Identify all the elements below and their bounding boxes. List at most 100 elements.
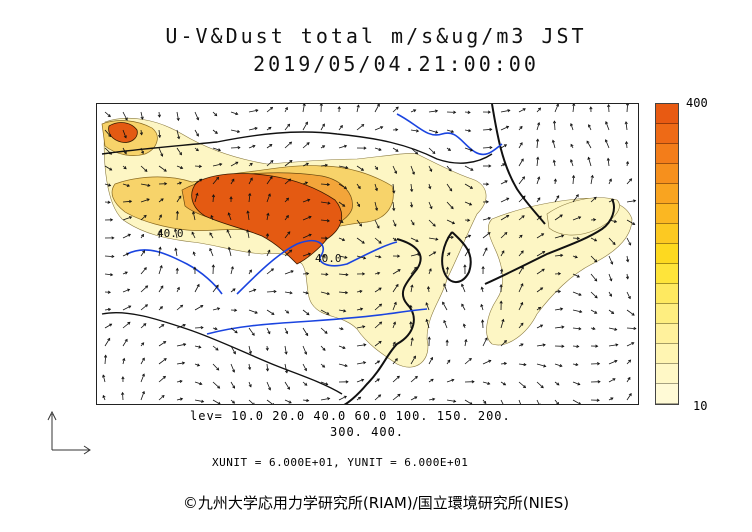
- wind-arrow-head: [374, 188, 378, 192]
- wind-arrow-head: [108, 151, 113, 155]
- wind-arrow-head: [631, 342, 635, 346]
- wind-arrow: [122, 234, 131, 239]
- wind-arrow-head: [345, 290, 349, 295]
- wind-arrow-head: [302, 104, 306, 107]
- wind-arrow: [518, 250, 524, 257]
- wind-arrow: [608, 378, 616, 383]
- wind-arrow-head: [306, 312, 310, 316]
- wind-arrow-head: [337, 106, 341, 110]
- wind-arrow-head: [379, 303, 383, 307]
- wind-arrow-head: [502, 404, 504, 405]
- wind-arrow-head: [192, 211, 196, 215]
- wind-arrow: [140, 147, 144, 154]
- wind-arrow-head: [520, 322, 524, 326]
- wind-arrow-head: [469, 401, 473, 404]
- wind-arrow: [140, 323, 147, 329]
- wind-arrow-head: [489, 145, 493, 150]
- wind-arrow: [500, 319, 504, 329]
- wind-arrow-head: [288, 178, 292, 182]
- wind-arrow: [320, 201, 330, 204]
- wind-arrow-head: [248, 384, 252, 388]
- wind-arrow-head: [503, 144, 508, 148]
- wind-arrow-head: [633, 326, 637, 331]
- wind-arrow: [572, 309, 582, 313]
- wind-arrow-head: [443, 319, 447, 324]
- wind-arrow-head: [111, 254, 115, 259]
- colorbar-min-label: 10: [693, 399, 708, 413]
- wind-arrow: [428, 201, 433, 209]
- wind-arrow-head: [451, 378, 455, 382]
- wind-arrow-head: [502, 382, 507, 386]
- wind-arrow-head: [612, 241, 616, 246]
- wind-arrow-head: [200, 325, 204, 330]
- wind-arrow-head: [229, 196, 233, 200]
- wind-arrow: [122, 129, 127, 138]
- wind-arrow: [158, 285, 164, 293]
- wind-arrow-head: [139, 132, 144, 136]
- wind-arrow-head: [270, 106, 274, 110]
- wind-arrow-head: [442, 301, 445, 305]
- wind-arrow-head: [343, 395, 347, 399]
- wind-arrow-head: [504, 231, 508, 236]
- wind-arrow: [302, 162, 309, 167]
- wind-arrow: [626, 342, 634, 347]
- wind-arrow-head: [594, 278, 598, 282]
- wind-arrow-head: [560, 307, 564, 311]
- wind-arrow-head: [376, 104, 380, 107]
- wind-arrow: [518, 399, 521, 404]
- wind-arrow-head: [324, 236, 329, 240]
- wind-arrow-head: [159, 264, 163, 269]
- wind-arrow: [428, 378, 434, 383]
- wind-arrow-head: [234, 330, 238, 334]
- wind-arrow-head: [471, 380, 475, 384]
- wind-arrow: [392, 106, 399, 113]
- wind-arrow: [338, 291, 348, 294]
- wind-arrow-head: [265, 233, 270, 237]
- wind-arrow: [212, 307, 220, 311]
- unit-info: XUNIT = 6.000E+01, YUNIT = 6.000E+01: [212, 456, 469, 469]
- wind-arrow-head: [587, 156, 591, 160]
- wind-arrow-head: [506, 215, 510, 218]
- wind-arrow-head: [199, 178, 203, 182]
- wind-arrow: [338, 273, 348, 276]
- wind-arrow: [410, 396, 417, 401]
- wind-arrow: [572, 399, 581, 404]
- wind-arrow-head: [541, 268, 545, 272]
- wind-arrow-head: [357, 185, 361, 190]
- wind-arrow: [356, 237, 365, 244]
- wind-arrow-head: [287, 231, 291, 235]
- wind-arrow: [176, 111, 179, 121]
- wind-arrow: [212, 399, 221, 404]
- wind-arrow-head: [409, 204, 414, 208]
- wind-arrow-head: [464, 338, 468, 343]
- wind-arrow: [392, 302, 397, 311]
- wind-arrow-head: [178, 195, 182, 199]
- wind-arrow: [446, 267, 449, 275]
- colorbar-segment: [656, 204, 678, 224]
- wind-arrow-head: [319, 104, 323, 106]
- wind-arrow-head: [179, 397, 184, 401]
- wind-arrow-head: [541, 233, 545, 237]
- dust-region-max-west: [108, 122, 138, 143]
- wind-arrow: [572, 194, 579, 203]
- wind-arrow: [284, 399, 292, 404]
- wind-arrow: [158, 395, 165, 401]
- wind-arrow: [446, 165, 452, 172]
- wind-arrow: [446, 129, 454, 133]
- wind-arrow-head: [235, 161, 239, 165]
- wind-arrow: [608, 273, 612, 281]
- wind-arrow-head: [249, 177, 253, 181]
- wind-arrow: [590, 273, 598, 282]
- wind-arrow-head: [395, 283, 399, 288]
- wind-arrow: [284, 178, 291, 185]
- wind-arrow-head: [237, 145, 241, 150]
- wind-arrow: [605, 121, 610, 131]
- wind-arrow: [446, 399, 456, 402]
- wind-arrow: [320, 219, 330, 222]
- wind-arrow-head: [102, 394, 106, 399]
- wind-arrow-head: [129, 199, 133, 204]
- wind-arrow-head: [486, 182, 490, 186]
- wind-arrow-head: [179, 152, 182, 156]
- wind-arrow-head: [183, 343, 187, 347]
- wind-arrow: [122, 200, 132, 203]
